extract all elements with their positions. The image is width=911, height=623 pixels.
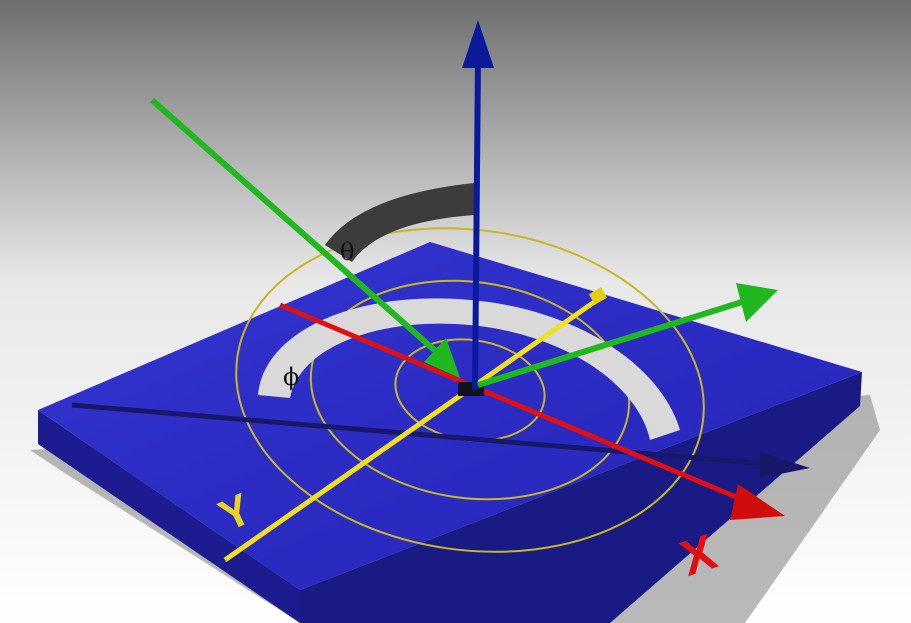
- phi-label: ϕ: [283, 363, 299, 391]
- reflected-ray-line: [477, 299, 743, 388]
- x-axis-line: [279, 302, 756, 508]
- theta-angle-arc: [325, 183, 474, 262]
- theta-label: θ: [340, 238, 354, 266]
- phi-angle-arc: [258, 298, 680, 440]
- plate-left-side: [38, 410, 300, 623]
- incident-ray-arrow: [424, 338, 460, 378]
- ring-middle: [309, 279, 631, 501]
- x-axis-arrow: [730, 484, 785, 520]
- y-axis-end-cap: [588, 287, 608, 305]
- ring-outer: [235, 227, 705, 553]
- projection-axis: [71, 402, 781, 468]
- reflected-ray-arrow: [736, 283, 778, 322]
- z-axis-line: [472, 59, 481, 391]
- projection-axis-arrowhead: [760, 452, 810, 478]
- incident-ray-line: [150, 97, 442, 358]
- plate-front-side: [300, 372, 862, 623]
- y-axis-line: [223, 295, 602, 563]
- z-axis-arrow: [462, 20, 494, 68]
